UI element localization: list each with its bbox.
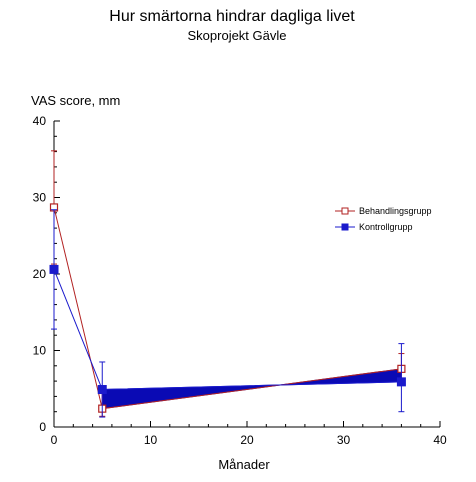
data-point [396, 377, 406, 387]
data-point [49, 264, 59, 274]
series-kontrollgrupp [49, 209, 406, 418]
y-tick-label: 30 [33, 191, 47, 205]
x-tick-label: 30 [337, 433, 351, 447]
legend-label-behandlingsgrupp: Behandlingsgrupp [359, 206, 432, 216]
x-tick-label: 20 [240, 433, 254, 447]
legend-marker-behandlingsgrupp [341, 207, 349, 215]
series-line-kontrollgrupp [53, 269, 402, 391]
legend-marker-kontrollgrupp [341, 223, 349, 231]
x-tick-label: 0 [51, 433, 58, 447]
y-tick-label: 20 [33, 267, 47, 281]
legend-label-kontrollgrupp: Kontrollgrupp [359, 222, 413, 232]
chart-title: Hur smärtorna hindrar dagliga livet [109, 8, 355, 25]
y-axis-label: VAS score, mm [31, 93, 120, 108]
x-tick-label: 40 [433, 433, 447, 447]
y-tick-label: 10 [33, 344, 47, 358]
y-tick-label: 40 [33, 114, 47, 128]
x-axis-label: Månader [218, 457, 270, 472]
legend: Behandlingsgrupp Kontrollgrupp [335, 206, 432, 232]
series-layer [49, 150, 406, 418]
data-point [97, 385, 107, 395]
y-tick-label: 0 [39, 420, 46, 434]
x-tick-label: 10 [144, 433, 158, 447]
chart-subtitle: Skoprojekt Gävle [188, 28, 287, 43]
axes: 0 10 20 30 40 0 10 20 30 40 [33, 114, 447, 447]
